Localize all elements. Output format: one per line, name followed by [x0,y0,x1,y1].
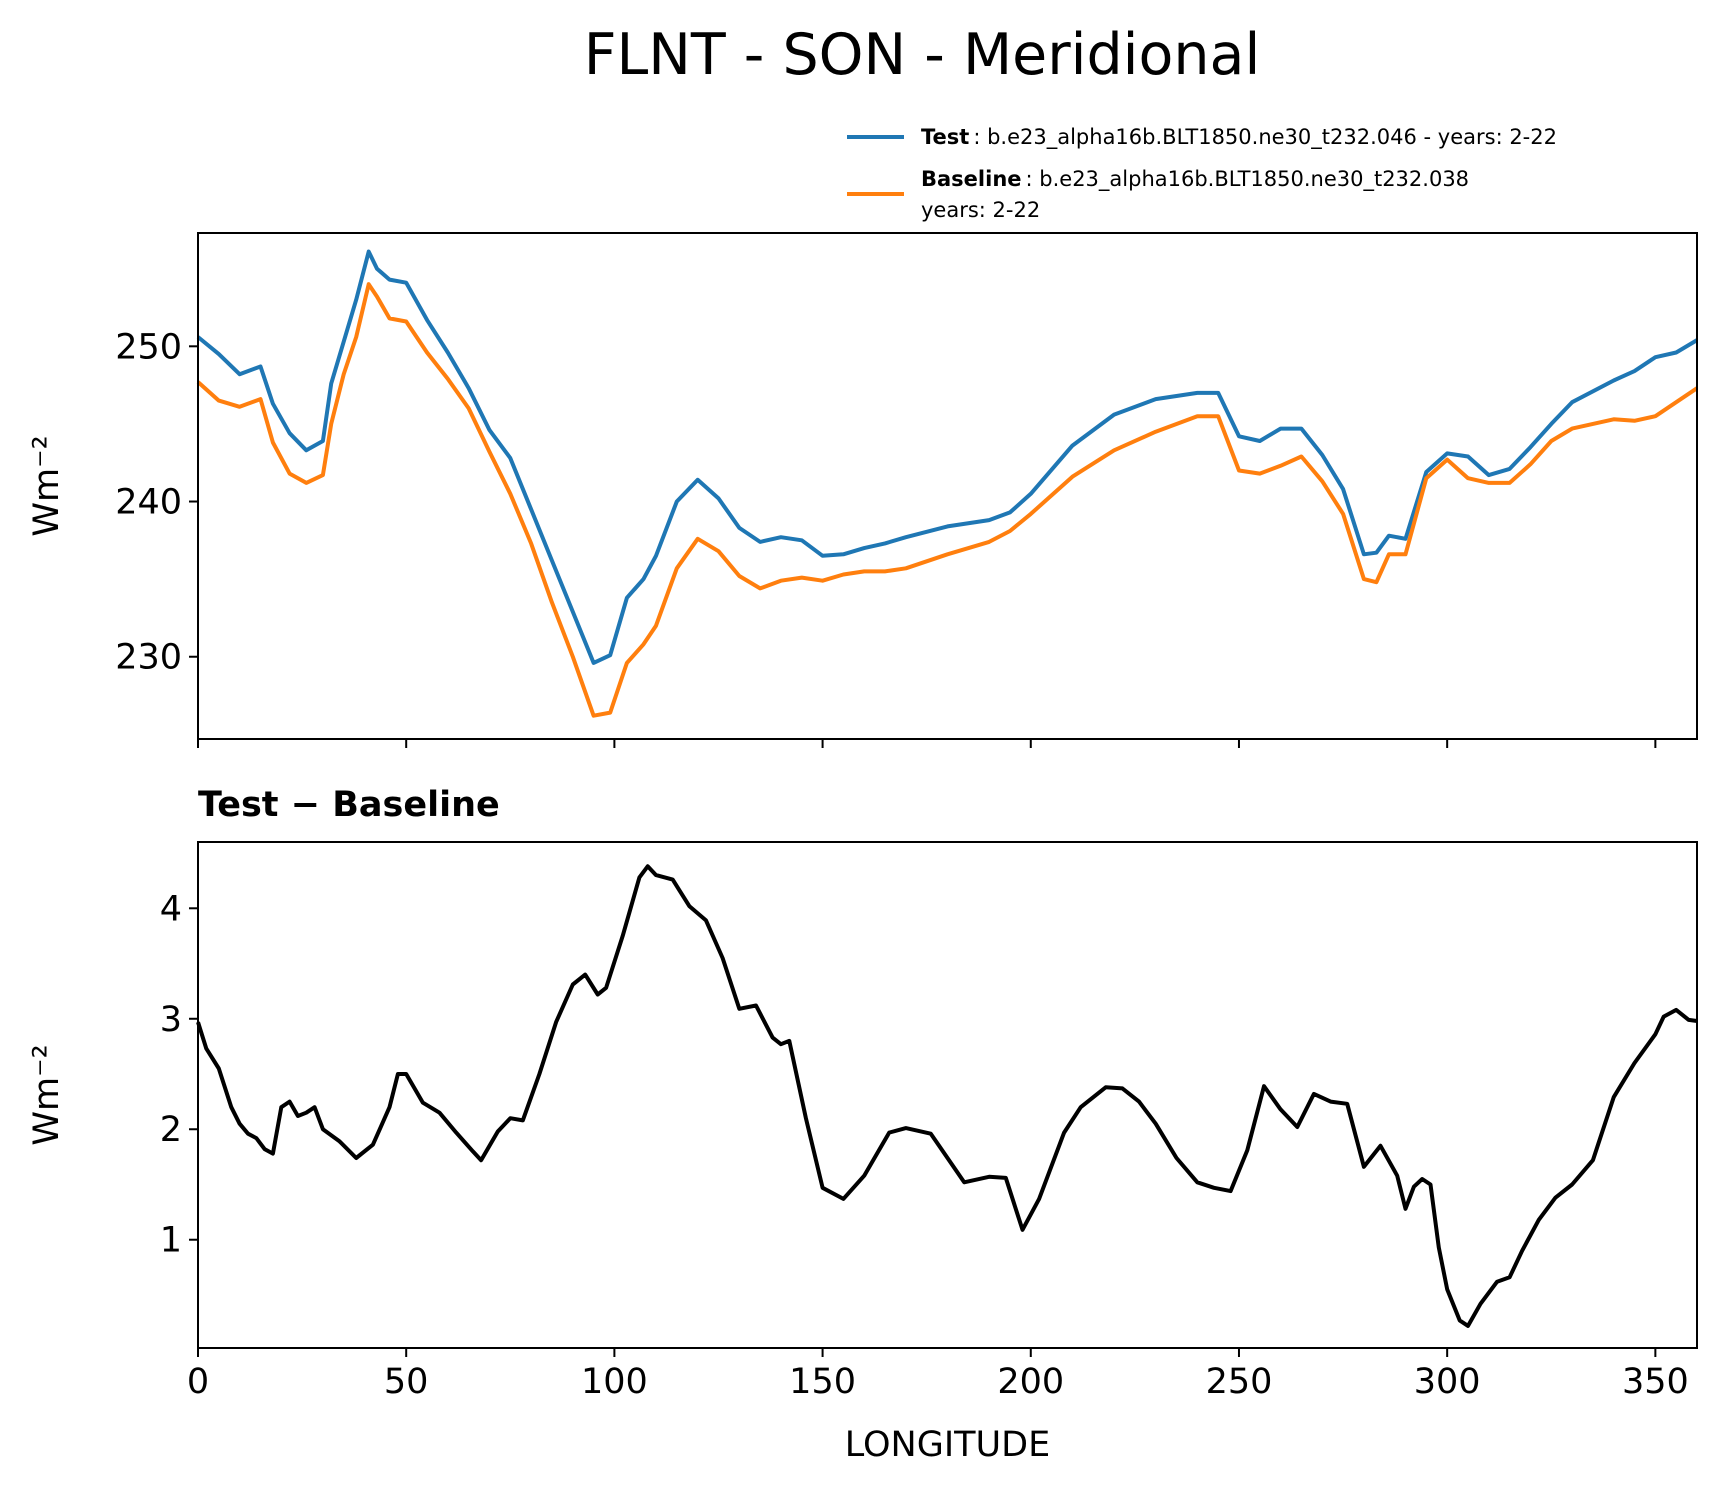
svg-text:Baseline: b.e23_alpha16b.BLT18: Baseline: b.e23_alpha16b.BLT1850.ne30_t2… [921,167,1469,192]
legend-baseline-label: Baseline [921,167,1022,191]
difference-title: Test − Baseline [198,785,500,825]
bottom-y-tick-label: 3 [160,1000,182,1040]
legend-test-label: Test [921,125,969,149]
bottom-x-tick-label: 100 [581,1362,648,1402]
bottom-x-tick-label: 150 [789,1362,856,1402]
bottom-axes-frame [197,841,1698,1349]
legend-baseline-years: years: 2-22 [921,198,1040,222]
legend-test-desc: : b.e23_alpha16b.BLT1850.ne30_t232.046 -… [973,125,1557,150]
top-y-axis-label: Wm⁻² [27,435,67,536]
bottom-x-tick-label: 350 [1622,1362,1689,1402]
top-series-line-baseline [196,282,1699,718]
bottom-x-tick-label: 300 [1414,1362,1481,1402]
top-y-tick-label: 240 [115,483,182,523]
svg-text:Test: b.e23_alpha16b.BLT1850.n: Test: b.e23_alpha16b.BLT1850.ne30_t232.0… [921,125,1557,150]
bottom-x-axis-label: LONGITUDE [845,1425,1051,1465]
panel-bottom: 1 2 3 4 0 50 100 150 200 250 300 350 Wm⁻² LONGITUDE [27,841,1698,1465]
bottom-x-tick-label: 250 [1206,1362,1273,1402]
legend-baseline-desc: : b.e23_alpha16b.BLT1850.ne30_t232.038 [1026,167,1470,192]
top-series-line-test [196,249,1699,665]
legend: Test: b.e23_alpha16b.BLT1850.ne30_t232.0… [847,125,1557,222]
top-axes-frame [197,232,1698,740]
bottom-x-tick-label: 0 [187,1362,209,1402]
top-y-tick-label: 250 [115,327,182,367]
panel-top: 230 240 250 Wm⁻² [27,232,1699,748]
bottom-y-axis-label: Wm⁻² [27,1044,67,1145]
bottom-y-tick-label: 2 [160,1110,182,1150]
chart-title: FLNT - SON - Meridional [584,22,1261,88]
bottom-series-line-test-baseline [196,864,1698,1328]
bottom-y-tick-label: 4 [160,889,182,929]
bottom-x-tick-label: 50 [384,1362,429,1402]
top-y-tick-label: 230 [115,638,182,678]
bottom-x-tick-label: 200 [997,1362,1064,1402]
bottom-y-tick-label: 1 [160,1221,182,1261]
